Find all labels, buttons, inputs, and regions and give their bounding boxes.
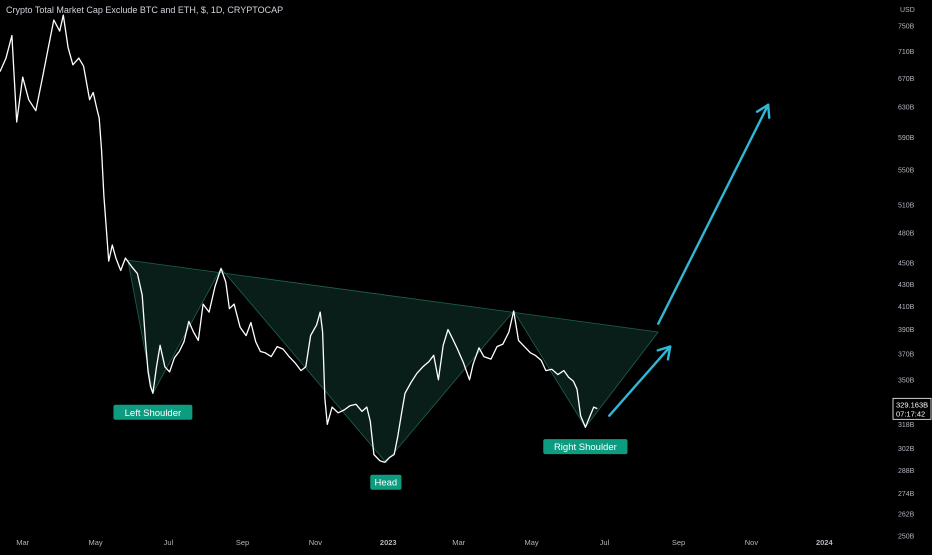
projection-arrow [657, 103, 771, 325]
x-tick-label: Jul [600, 538, 610, 547]
y-tick-label: 390B [898, 327, 915, 334]
x-tick-label: Nov [309, 538, 323, 547]
y-tick-label: 750B [898, 24, 915, 31]
y-tick-label: 370B [898, 352, 915, 359]
x-tick-label: 2023 [380, 538, 397, 547]
projection-arrows [608, 103, 771, 417]
chart-title: Crypto Total Market Cap Exclude BTC and … [6, 5, 284, 15]
y-tick-label: 710B [898, 49, 915, 56]
y-tick-label: 630B [898, 105, 915, 112]
y-tick-label: 590B [898, 135, 915, 142]
y-tick-label: 274B [898, 491, 915, 498]
x-tick-label: Jul [164, 538, 174, 547]
y-tick-label: 350B [898, 377, 915, 384]
neckline [127, 259, 659, 333]
y-tick-label: 480B [898, 231, 915, 238]
pattern-label-text: Head [375, 478, 398, 489]
y-tick-label: 302B [898, 446, 915, 453]
pattern-label-text: Right Shoulder [554, 442, 617, 453]
x-tick-label: Mar [16, 538, 29, 547]
pattern-label-text: Left Shoulder [125, 408, 182, 419]
candle-countdown: 07:17:42 [896, 409, 925, 418]
x-tick-label: May [88, 538, 102, 547]
y-tick-label: 410B [898, 304, 915, 311]
pattern-label: Right Shoulder [543, 439, 628, 455]
y-axis-unit: USD [900, 7, 915, 14]
price-series-line [0, 14, 598, 463]
y-axis[interactable]: USD 750B 710B 670B 630B 590B 550B 510B 480B 450B… [890, 0, 932, 550]
x-tick-label: 2024 [816, 538, 834, 547]
x-tick-label: Sep [672, 538, 685, 547]
pattern-label: Head [370, 474, 402, 490]
x-tick-label: May [525, 538, 539, 547]
x-tick-label: Sep [236, 538, 249, 547]
y-tick-label: 288B [898, 468, 915, 475]
last-price-value: 329.163B [896, 400, 928, 409]
pattern-area [127, 260, 659, 463]
pattern-annotations: Left Shoulder Head Right Shoulder [113, 404, 628, 490]
y-tick-label: 450B [898, 261, 915, 268]
y-tick-label: 250B [898, 534, 915, 541]
series-layer [0, 14, 598, 463]
y-tick-label: 670B [898, 76, 915, 83]
projection-arrow [608, 345, 672, 417]
y-tick-label: 510B [898, 203, 915, 210]
x-axis: Mar May Jul Sep Nov 2023 Mar May Jul Sep Nov 2024 [16, 538, 833, 547]
last-price-box [892, 397, 932, 420]
x-tick-label: Mar [452, 538, 465, 547]
y-tick-label: 318B [898, 422, 915, 429]
y-tick-label: 550B [898, 168, 915, 175]
x-tick-label: Nov [745, 538, 759, 547]
pattern-label: Left Shoulder [113, 404, 193, 420]
y-tick-label: 430B [898, 282, 915, 289]
y-tick-label: 262B [898, 512, 915, 519]
